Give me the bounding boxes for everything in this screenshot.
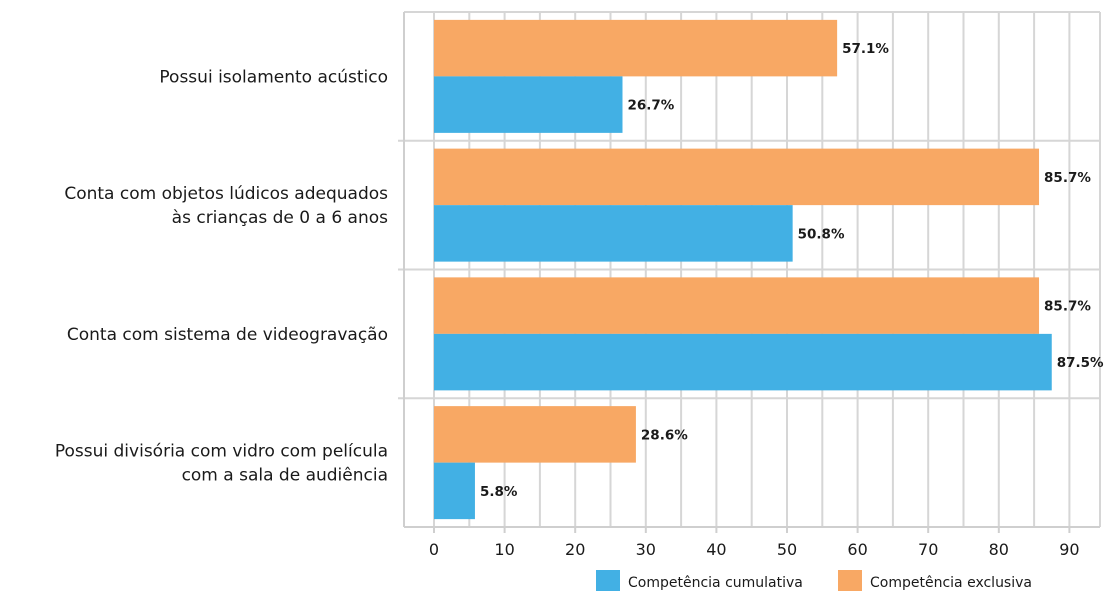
category-label: Conta com objetos lúdicos adequados [64,184,388,204]
x-tick-label: 50 [777,540,797,559]
category-label: às crianças de 0 a 6 anos [172,208,388,228]
legend-swatch [596,570,620,591]
bar-cumulativa [434,333,1052,391]
labels-layer: 57.1% 26.7% Possui isolamento acústico 85.7… [55,41,1104,500]
data-label: 50.8% [798,226,845,242]
bar-cumulativa [434,462,475,520]
legend-label: Competência exclusiva [870,575,1032,591]
bar-exclusiva [434,19,838,77]
axis-layer: 0 10 20 30 40 50 60 70 80 90 [403,12,1100,559]
x-tick-label: 70 [918,540,938,559]
legend-swatch [838,570,862,591]
x-tick-label: 90 [1059,540,1079,559]
data-label: 26.7% [628,98,675,114]
x-tick-label: 30 [636,540,656,559]
x-tick-label: 60 [847,540,867,559]
category-label: Possui divisória com vidro com película [55,442,388,462]
x-tick-label: 0 [429,540,439,559]
data-label: 85.7% [1044,299,1091,315]
bar-exclusiva [434,277,1040,334]
x-tick-label: 80 [989,540,1009,559]
data-label: 57.1% [842,41,889,57]
bar-cumulativa [434,205,793,262]
category-label: Conta com sistema de videogravação [67,325,388,345]
bar-cumulativa [434,76,623,133]
legend: Competência cumulativa Competência exclus… [596,570,1032,591]
bar-exclusiva [434,148,1040,206]
data-label: 5.8% [480,484,518,500]
category-label: Possui isolamento acústico [159,67,388,87]
x-tick-label: 20 [565,540,585,559]
category-label: com a sala de audiência [182,466,388,486]
data-label: 85.7% [1044,170,1091,186]
data-label: 28.6% [641,427,688,443]
bars-layer [434,19,1052,520]
legend-label: Competência cumulativa [628,575,803,591]
x-tick-label: 10 [494,540,514,559]
bar-exclusiva [434,406,636,463]
data-label: 87.5% [1057,355,1104,371]
x-tick-label: 40 [706,540,726,559]
